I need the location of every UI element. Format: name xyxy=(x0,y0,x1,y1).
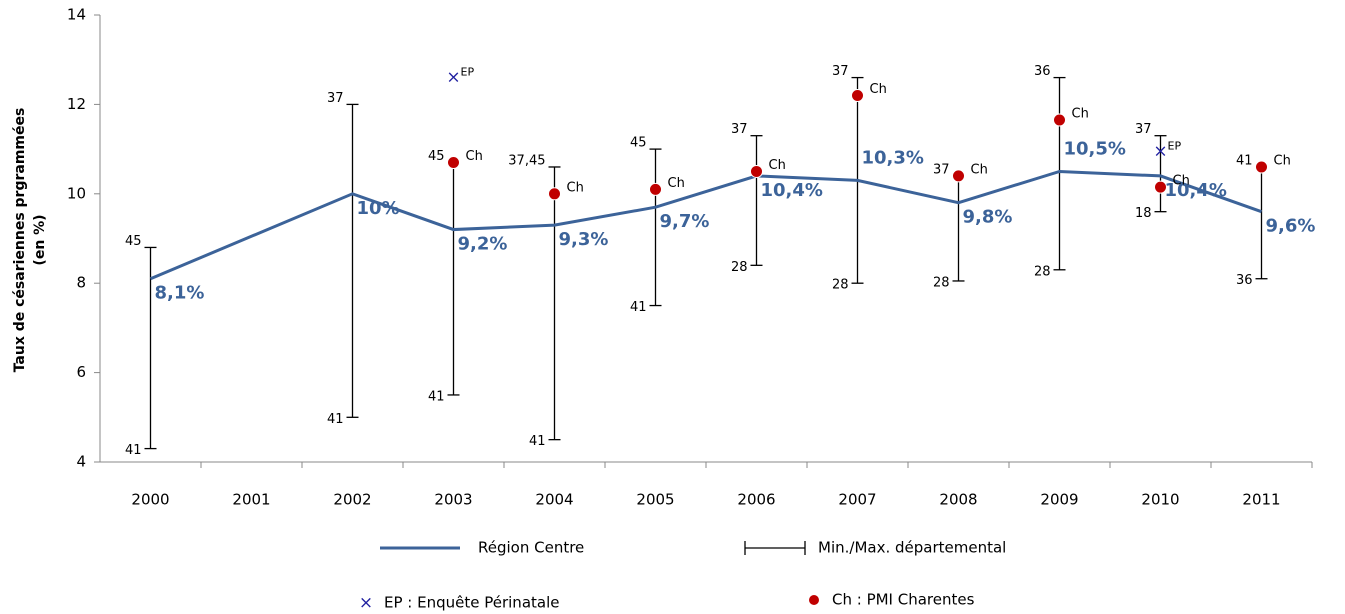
marker-label: Ch xyxy=(1274,153,1291,168)
ch-marker xyxy=(1053,113,1066,127)
x-tick-label: 2008 xyxy=(939,491,977,509)
value-label: 10,4% xyxy=(761,180,823,201)
legend-label: Ch : PMI Charentes xyxy=(832,591,975,609)
ch-marker xyxy=(649,182,662,196)
range-low-label: 41 xyxy=(529,434,546,449)
x-tick-label: 2000 xyxy=(131,491,169,509)
value-label: 10% xyxy=(357,198,400,219)
range-high-label: 37 xyxy=(933,162,950,177)
marker-label: Ch xyxy=(769,158,786,173)
marker-label: Ch xyxy=(971,162,988,177)
x-tick-label: 2007 xyxy=(838,491,876,509)
legend-label: Région Centre xyxy=(478,539,584,557)
legend-marker: × xyxy=(359,593,373,613)
range-high-label: 37 xyxy=(327,91,344,106)
marker-label: EP xyxy=(461,66,475,79)
range-low-label: 28 xyxy=(1034,264,1051,279)
legend-label: EP : Enquête Périnatale xyxy=(384,594,559,612)
ch-marker xyxy=(750,164,763,178)
range-high-label: 45 xyxy=(428,149,445,164)
marker-label: Ch xyxy=(668,176,685,191)
ch-marker xyxy=(548,187,561,201)
range-high-label: 37,45 xyxy=(508,153,545,168)
ch-marker xyxy=(952,169,965,183)
range-low-label: 41 xyxy=(630,300,647,315)
value-label: 9,3% xyxy=(559,229,609,250)
x-tick-label: 2004 xyxy=(535,491,573,509)
ch-marker xyxy=(1154,180,1167,194)
legend-marker xyxy=(809,595,819,605)
range-high-label: 45 xyxy=(125,234,142,249)
ep-marker: × xyxy=(1153,141,1167,161)
range-low-label: 41 xyxy=(327,412,344,427)
y-axis-label: (en %) xyxy=(32,214,48,265)
value-label: 10,4% xyxy=(1165,180,1227,201)
marker-label: Ch xyxy=(870,82,887,97)
y-tick-label: 10 xyxy=(67,184,86,202)
ch-marker xyxy=(447,156,460,170)
value-label: 9,7% xyxy=(660,211,710,232)
marker-label: Ch xyxy=(466,149,483,164)
x-tick-label: 2005 xyxy=(636,491,674,509)
y-axis-label: Taux de césariennes prgrammées xyxy=(12,108,28,373)
y-tick-label: 6 xyxy=(76,363,86,381)
value-label: 9,2% xyxy=(458,234,508,255)
range-high-label: 41 xyxy=(1236,153,1253,168)
range-high-label: 45 xyxy=(630,136,647,151)
value-label: 9,8% xyxy=(963,207,1013,228)
x-tick-label: 2010 xyxy=(1141,491,1179,509)
range-high-label: 37 xyxy=(731,122,748,137)
range-low-label: 18 xyxy=(1135,206,1152,221)
range-high-label: 37 xyxy=(832,64,849,79)
marker-label: Ch xyxy=(567,180,584,195)
marker-label: Ch xyxy=(1072,107,1089,122)
range-low-label: 28 xyxy=(933,275,950,290)
marker-label: EP xyxy=(1168,139,1182,152)
x-tick-label: 2002 xyxy=(333,491,371,509)
x-tick-label: 2011 xyxy=(1242,491,1280,509)
x-tick-label: 2001 xyxy=(232,491,270,509)
value-label: 10,3% xyxy=(862,147,924,168)
marker-label: Ch xyxy=(1173,174,1190,189)
x-tick-label: 2006 xyxy=(737,491,775,509)
range-low-label: 28 xyxy=(832,278,849,293)
ep-marker: × xyxy=(446,68,460,88)
range-low-label: 41 xyxy=(125,443,142,458)
range-high-label: 36 xyxy=(1034,64,1051,79)
x-tick-label: 2009 xyxy=(1040,491,1078,509)
range-low-label: 41 xyxy=(428,389,445,404)
x-tick-label: 2003 xyxy=(434,491,472,509)
range-low-label: 36 xyxy=(1236,273,1253,288)
range-high-label: 37 xyxy=(1135,122,1152,137)
ch-marker xyxy=(1255,160,1268,174)
value-label: 9,6% xyxy=(1266,216,1316,237)
legend-label: Min./Max. départemental xyxy=(818,539,1006,557)
y-tick-label: 8 xyxy=(76,274,86,292)
y-tick-label: 12 xyxy=(67,95,86,113)
y-tick-label: 14 xyxy=(67,6,86,24)
ch-marker xyxy=(851,88,864,102)
value-label: 8,1% xyxy=(155,283,205,304)
range-low-label: 28 xyxy=(731,260,748,275)
value-label: 10,5% xyxy=(1064,138,1126,159)
y-tick-label: 4 xyxy=(76,453,86,471)
